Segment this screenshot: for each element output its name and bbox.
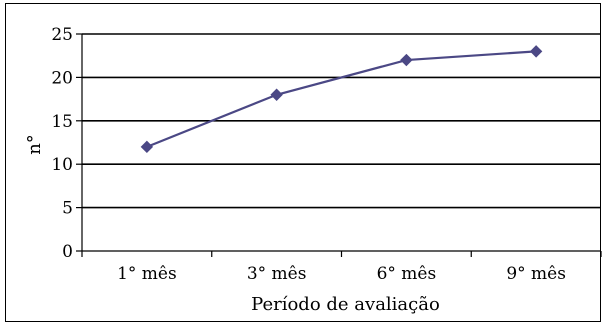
y-tick-labels: 0 5 10 15 20 25 [51,25,73,262]
x-axis-title: Período de avaliação [251,294,440,315]
y-tick-label: 5 [62,199,73,219]
x-tick-label: 6° mês [377,264,437,284]
y-tick-label: 15 [51,112,73,132]
data-point [400,53,413,67]
y-axis-title: n° [24,134,45,155]
axes [76,33,602,257]
data-point [529,45,543,58]
data-point [270,88,283,101]
series-line [146,50,537,148]
series-group [140,45,543,154]
data-point [140,140,154,154]
y-tick-label: 10 [51,155,73,175]
x-tick-label: 3° mês [247,264,307,284]
gridlines [82,33,601,209]
y-tick-label: 0 [62,242,73,262]
x-tick-labels: 1° mês 3° mês 6° mês 9° mês [117,264,566,284]
x-tick-label: 9° mês [506,264,566,284]
y-tick-label: 20 [51,68,73,88]
y-tick-label: 25 [51,25,73,45]
chart-frame [5,3,601,322]
x-tick-label: 1° mês [117,264,177,284]
